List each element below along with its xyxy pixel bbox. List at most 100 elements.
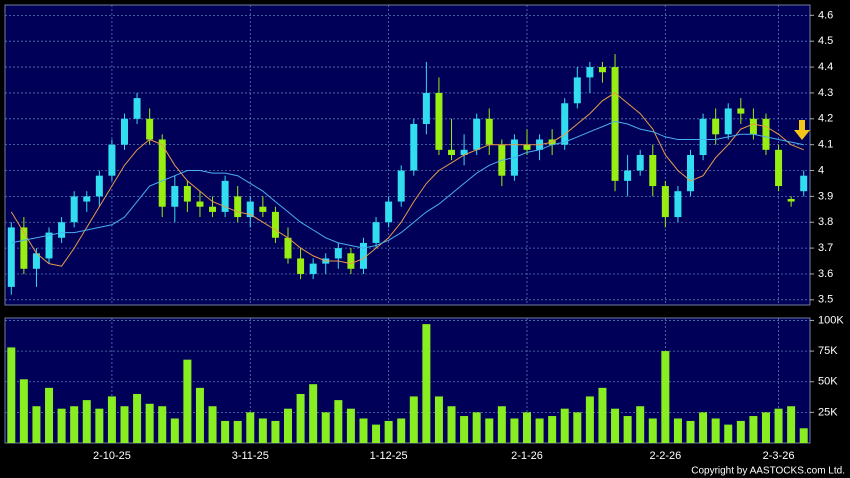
candle-body (435, 92, 443, 150)
copyright: Copyright by AASTOCKS.com Ltd. (691, 466, 845, 477)
volume-bar (472, 412, 481, 443)
candle-body (636, 155, 644, 171)
volume-bar (296, 393, 305, 443)
volume-bar (284, 408, 293, 443)
volume-bar (397, 418, 406, 443)
volume-bar (158, 406, 167, 443)
price-panel (4, 4, 811, 306)
volume-bar (271, 420, 280, 443)
volume-bar (57, 408, 66, 443)
candle-body (385, 201, 393, 223)
candle-body (334, 248, 342, 259)
candle-body (83, 196, 91, 202)
candle-body (20, 227, 28, 269)
volume-bar (799, 428, 808, 443)
y-tick-label: 4 (818, 164, 824, 176)
volume-bar (724, 424, 733, 443)
volume-bar (736, 420, 745, 443)
candle-body (460, 149, 468, 155)
volume-bar (585, 396, 594, 443)
x-tick-label: 1-12-25 (370, 450, 408, 462)
candle-body (133, 98, 141, 119)
x-tick-label: 3-11-25 (232, 450, 269, 462)
volume-bar (573, 412, 582, 443)
volume-bar (497, 406, 506, 443)
candle-body (158, 139, 166, 207)
volume-bar (346, 408, 355, 443)
candle-body (624, 170, 632, 181)
volume-bar (372, 424, 381, 443)
candle-body (246, 201, 254, 218)
x-tick-label: 2-2-26 (649, 450, 681, 462)
volume-bar (623, 416, 632, 443)
volume-bar (598, 387, 607, 443)
volume-bar (749, 416, 758, 443)
y-tick-label: 4.2 (818, 113, 833, 125)
volume-bar (309, 384, 318, 443)
x-tick-label: 2-1-26 (511, 450, 543, 462)
volume-bar (107, 396, 116, 443)
volume-bar (133, 393, 142, 443)
candle-body (573, 77, 581, 104)
volume-bar (611, 408, 620, 443)
volume-bar (648, 418, 657, 443)
candle-body (661, 186, 669, 218)
candle-body (523, 144, 531, 150)
candle-body (58, 222, 66, 238)
candle-body (183, 186, 191, 202)
candle-body (359, 242, 367, 269)
volume-bar (70, 406, 79, 443)
x-tick-label: 2-10-25 (93, 450, 131, 462)
volume-bar (95, 408, 104, 443)
volume-bar (774, 408, 783, 443)
candle-body (649, 155, 657, 187)
candle-body (221, 180, 229, 212)
volume-bar (208, 406, 217, 443)
volume-bar (434, 396, 443, 443)
candle-body (674, 191, 682, 218)
volume-bar (485, 418, 494, 443)
candle-body (196, 201, 204, 207)
candle-body (234, 196, 242, 218)
candle-body (146, 118, 154, 140)
volume-bar (661, 351, 670, 443)
volume-bar (170, 418, 179, 443)
y-tick-label: 3.7 (818, 242, 833, 254)
candle-body (611, 67, 619, 181)
candle-body (775, 149, 783, 187)
candle-body (422, 92, 430, 124)
volume-bar (522, 412, 531, 443)
candle-body (724, 108, 732, 135)
candle-body (108, 144, 116, 176)
volume-bar (120, 406, 129, 443)
volume-bar (422, 324, 431, 443)
candle-body (372, 222, 380, 243)
candle-body (485, 118, 493, 145)
volume-bar (560, 408, 569, 443)
y-tick-label: 4.6 (818, 9, 833, 21)
volume-bar (409, 396, 418, 443)
volume-bar (384, 420, 393, 443)
candle-body (598, 67, 606, 73)
y-tick-label: 4.3 (818, 87, 833, 99)
candle-body (297, 258, 305, 274)
plot: 3.5 3.6 3.7 3.8 3.9 4 4.1 4.2 4.3 4.4 4.5 4.6 25K 50K… (5, 5, 844, 462)
x-tick-label: 2-3-26 (763, 450, 795, 462)
y-tick-label: 3.8 (818, 216, 833, 228)
moving-average-line (11, 120, 804, 249)
candle-body (749, 118, 757, 135)
volume-bar (447, 406, 456, 443)
volume-bar (258, 418, 267, 443)
candle-body (209, 206, 217, 212)
volume-bar (45, 387, 54, 443)
candle-body (309, 263, 317, 274)
candle-body (259, 206, 267, 212)
candle-body (271, 211, 279, 238)
y-tick-label: 75K (818, 345, 838, 357)
volume-bar (636, 406, 645, 443)
volume-bar (221, 420, 230, 443)
candle-body (95, 175, 103, 197)
volume-bar (761, 412, 770, 443)
candle-body (32, 253, 40, 269)
